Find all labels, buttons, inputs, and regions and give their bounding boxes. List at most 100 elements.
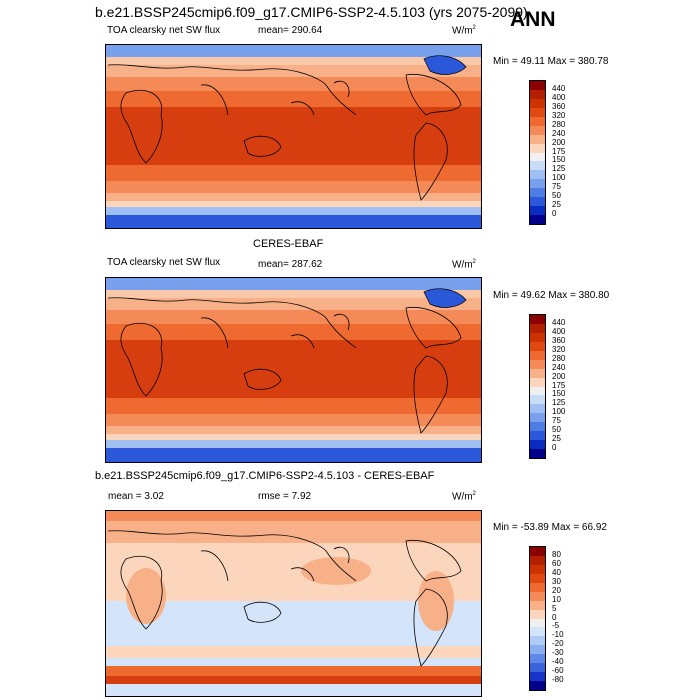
colorbar-swatch (530, 179, 545, 189)
panel1-units: W/m2 (452, 25, 476, 37)
colorbar-swatch (530, 555, 545, 565)
colorbar-swatch (530, 440, 545, 450)
colorbar-swatch (530, 609, 545, 619)
colorbar-tick-label: 200 (552, 371, 566, 381)
colorbar-swatch (530, 422, 545, 432)
colorbar-tick-label: 360 (552, 101, 566, 111)
colorbar-swatch (530, 582, 545, 592)
case-title: b.e21.BSSP245cmip6.f09_g17.CMIP6-SSP2-4.… (95, 4, 528, 20)
colorbar-tick-label: 40 (552, 567, 561, 577)
colorbar-tick-label: 60 (552, 558, 561, 568)
colorbar-swatch (530, 449, 545, 458)
panel3-units: W/m2 (452, 491, 476, 503)
colorbar-swatch (530, 89, 545, 99)
colorbar-tick-label: 440 (552, 83, 566, 93)
colorbar-tick-label: -5 (552, 621, 560, 631)
panel3-mean: mean = 3.02 (108, 491, 164, 502)
colorbar-swatch (530, 564, 545, 574)
colorbar-tick-label: -60 (552, 666, 564, 676)
colorbar-tick-label: 80 (552, 549, 561, 559)
colorbar-tick-label: 25 (552, 200, 561, 210)
panel1-colorbar (529, 80, 546, 225)
colorbar-tick-label: 440 (552, 317, 566, 327)
colorbar-swatch (530, 197, 545, 207)
panel3-colorbar (529, 546, 546, 691)
colorbar-tick-label: -10 (552, 630, 564, 640)
panel2-min-max: Min = 49.62 Max = 380.80 (493, 290, 610, 301)
colorbar-swatch (530, 645, 545, 655)
panel2-units: W/m2 (452, 259, 476, 271)
colorbar-tick-label: 100 (552, 173, 566, 183)
colorbar-tick-label: 280 (552, 353, 566, 363)
colorbar-tick-label: 100 (552, 407, 566, 417)
colorbar-swatch (530, 215, 545, 224)
colorbar-tick-label: 360 (552, 335, 566, 345)
colorbar-swatch (530, 654, 545, 664)
season-label: ANN (510, 8, 556, 31)
colorbar-swatch (530, 636, 545, 646)
colorbar-tick-label: 5 (552, 603, 557, 613)
colorbar-swatch (530, 395, 545, 405)
colorbar-tick-label: 10 (552, 594, 561, 604)
panel3-min-max: Min = -53.89 Max = 66.92 (493, 522, 607, 533)
colorbar-tick-label: 30 (552, 576, 561, 586)
panel2-colorbar (529, 314, 546, 459)
panel2-mean: mean= 287.62 (258, 259, 323, 270)
colorbar-tick-label: 125 (552, 398, 566, 408)
colorbar-tick-label: 320 (552, 110, 566, 120)
colorbar-swatch (530, 98, 545, 108)
colorbar-swatch (530, 134, 545, 144)
colorbar-swatch (530, 161, 545, 171)
colorbar-swatch (530, 618, 545, 628)
colorbar-swatch (530, 672, 545, 682)
colorbar-swatch (530, 315, 545, 324)
colorbar-swatch (530, 413, 545, 423)
colorbar-tick-label: 200 (552, 137, 566, 147)
colorbar-swatch (530, 125, 545, 135)
colorbar-swatch (530, 359, 545, 369)
colorbar-tick-label: 75 (552, 416, 561, 426)
colorbar-tick-label: -30 (552, 648, 564, 658)
colorbar-tick-label: -20 (552, 639, 564, 649)
panel3-map (105, 510, 482, 697)
colorbar-swatch (530, 591, 545, 601)
colorbar-swatch (530, 404, 545, 414)
colorbar-tick-label: -80 (552, 675, 564, 685)
colorbar-swatch (530, 143, 545, 153)
colorbar-swatch (530, 431, 545, 441)
colorbar-tick-label: 280 (552, 119, 566, 129)
panel1-min-max: Min = 49.11 Max = 380.78 (493, 56, 609, 67)
colorbar-tick-label: -40 (552, 657, 564, 667)
colorbar-tick-label: 400 (552, 92, 566, 102)
colorbar-swatch (530, 81, 545, 90)
colorbar-swatch (530, 107, 545, 117)
colorbar-swatch (530, 341, 545, 351)
panel2-title: CERES-EBAF (253, 238, 324, 250)
colorbar-tick-label: 0 (552, 209, 557, 219)
colorbar-tick-label: 320 (552, 344, 566, 354)
colorbar-tick-label: 175 (552, 380, 566, 390)
panel1-variable: TOA clearsky net SW flux (107, 25, 221, 36)
colorbar-swatch (530, 368, 545, 378)
colorbar-tick-label: 240 (552, 128, 566, 138)
colorbar-swatch (530, 206, 545, 216)
colorbar-swatch (530, 323, 545, 333)
colorbar-tick-label: 400 (552, 326, 566, 336)
colorbar-swatch (530, 170, 545, 180)
colorbar-swatch (530, 573, 545, 583)
panel1-mean: mean= 290.64 (258, 25, 323, 36)
colorbar-tick-label: 0 (552, 443, 557, 453)
colorbar-swatch (530, 663, 545, 673)
colorbar-tick-label: 240 (552, 362, 566, 372)
colorbar-tick-label: 150 (552, 155, 566, 165)
colorbar-tick-label: 125 (552, 164, 566, 174)
colorbar-tick-label: 25 (552, 434, 561, 444)
colorbar-tick-label: 20 (552, 585, 561, 595)
colorbar-tick-label: 50 (552, 191, 561, 201)
colorbar-swatch (530, 152, 545, 162)
panel3-rmse: rmse = 7.92 (258, 491, 312, 502)
colorbar-tick-label: 175 (552, 146, 566, 156)
panel1-map (105, 44, 482, 229)
colorbar-swatch (530, 681, 545, 690)
colorbar-tick-label: 150 (552, 389, 566, 399)
